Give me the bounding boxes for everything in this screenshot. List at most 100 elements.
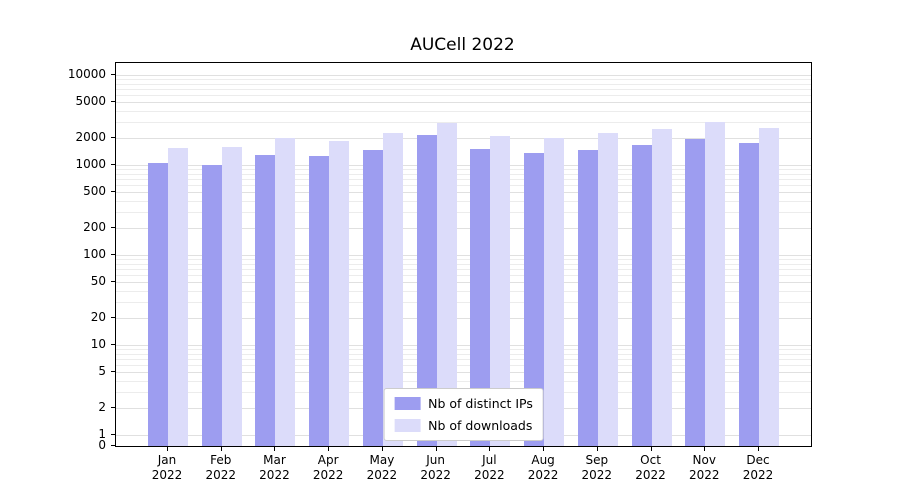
bar-distinct-ips (309, 156, 330, 446)
gridline (116, 122, 811, 124)
gridline (116, 255, 811, 256)
bar-distinct-ips (416, 135, 437, 446)
legend-label: Nb of distinct IPs (428, 396, 533, 411)
y-tick-mark (111, 344, 115, 345)
y-tick-label: 50 (90, 274, 106, 289)
bar-distinct-ips (524, 153, 545, 446)
legend-label: Nb of downloads (428, 418, 533, 433)
y-tick-label: 2 (98, 399, 106, 414)
y-tick-mark (111, 371, 115, 373)
gridline (116, 358, 811, 360)
bar-distinct-ips (201, 165, 222, 446)
gridline (116, 372, 811, 374)
y-tick-mark (111, 254, 115, 255)
y-tick-label: 10 (90, 337, 106, 351)
x-tick-label: Jan 2022 (151, 453, 183, 482)
gridline (116, 75, 811, 76)
legend-swatch (394, 419, 421, 432)
gridline (116, 259, 811, 261)
gridline (116, 353, 811, 355)
bar-downloads (329, 140, 350, 446)
bar-distinct-ips (739, 143, 759, 446)
y-tick-label: 10000 (67, 67, 106, 81)
x-tick-mark (435, 447, 437, 451)
y-tick-label: 1000 (75, 157, 106, 171)
gridline (116, 263, 811, 265)
y-tick-mark (111, 136, 115, 138)
bar-downloads (597, 133, 618, 446)
bar-distinct-ips (148, 163, 168, 446)
gridline (116, 345, 811, 346)
x-tick-mark (328, 447, 330, 451)
y-tick-mark (111, 281, 115, 283)
bar-downloads (168, 147, 188, 446)
y-tick-label: 500 (83, 184, 106, 199)
gridline (116, 380, 811, 382)
gridline (116, 137, 811, 139)
bar-downloads (705, 122, 726, 446)
x-tick-label: Feb 2022 (205, 453, 236, 482)
gridline (116, 94, 811, 96)
y-tick-label: 100 (83, 247, 106, 261)
gridline (116, 178, 811, 180)
x-tick-label: Sep 2022 (581, 453, 613, 482)
x-tick-label: Nov 2022 (688, 453, 720, 482)
bar-downloads (275, 137, 296, 446)
x-tick-mark (650, 447, 652, 451)
gridline (116, 83, 811, 85)
gridline (116, 88, 811, 90)
gridline (116, 282, 811, 284)
y-tick-label: 2000 (75, 129, 106, 144)
y-tick-mark (111, 101, 115, 103)
y-tick-mark (111, 191, 115, 193)
x-tick-mark (489, 447, 491, 451)
gridline (116, 184, 811, 186)
x-tick-label: May 2022 (366, 453, 398, 482)
bar-distinct-ips (577, 150, 598, 446)
gridline (116, 317, 811, 319)
x-tick-mark (274, 447, 276, 451)
legend: Nb of distinct IPs Nb of downloads (383, 388, 544, 441)
y-tick-label: 1 (98, 427, 106, 441)
bar-distinct-ips (685, 138, 706, 446)
bar-distinct-ips (631, 145, 652, 446)
gridline (116, 349, 811, 351)
gridline (116, 192, 811, 194)
x-tick-mark (381, 447, 383, 451)
bar-distinct-ips (255, 154, 276, 446)
x-tick-mark (543, 447, 545, 451)
bar-downloads (221, 146, 242, 446)
y-tick-label: 0 (98, 438, 106, 452)
y-tick-label: 200 (83, 219, 106, 234)
y-tick-mark (111, 445, 115, 446)
y-tick-mark (111, 226, 115, 228)
y-tick-mark (111, 74, 115, 75)
plot-area: Nb of distinct IPs Nb of downloads (115, 62, 812, 447)
y-tick-mark (111, 316, 115, 318)
chart-title: AUCell 2022 (410, 35, 515, 55)
gridline (116, 290, 811, 292)
x-tick-label: Oct 2022 (635, 453, 666, 482)
x-tick-label: Jun 2022 (420, 453, 451, 482)
gridline (116, 302, 811, 304)
y-tick-mark (111, 434, 115, 435)
bar-downloads (436, 123, 457, 446)
bar-downloads (759, 127, 779, 446)
bar-downloads (382, 133, 403, 446)
legend-row: Nb of downloads (394, 418, 533, 433)
legend-row: Nb of distinct IPs (394, 396, 533, 411)
x-tick-label: Apr 2022 (312, 453, 344, 482)
x-tick-mark (167, 447, 168, 451)
gridline (116, 165, 811, 166)
y-tick-label: 5000 (75, 94, 106, 109)
bar-downloads (544, 137, 565, 446)
gridline (116, 169, 811, 171)
bar-downloads (490, 136, 511, 446)
gridline (116, 102, 811, 104)
x-tick-mark (596, 447, 598, 451)
gridline (116, 173, 811, 175)
x-tick-mark (704, 447, 706, 451)
bar-distinct-ips (362, 150, 383, 446)
gridline (116, 274, 811, 276)
